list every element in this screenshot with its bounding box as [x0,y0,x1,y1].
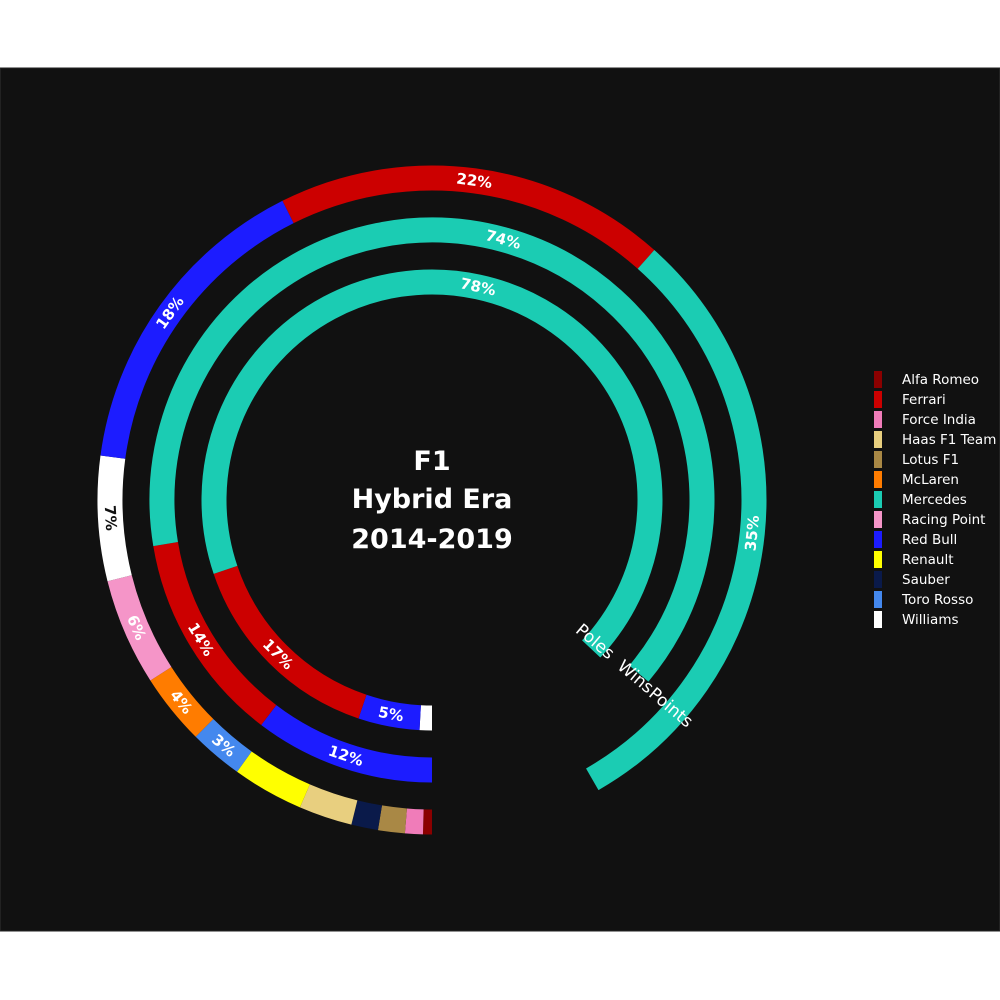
title-line-2: Hybrid Era [352,484,513,515]
label-poles-red-bull: 5% [377,703,405,725]
arc-poles-mercedes [201,269,663,658]
legend-label-renault: Renault [902,552,954,568]
arc-points-red-bull [100,200,294,459]
title-line-3: 2014-2019 [351,524,513,555]
legend-swatch-alfa-romeo [874,371,882,388]
arc-poles-ferrari [213,565,367,719]
legend-swatch-racing-point [874,511,882,528]
ring-arcs [97,165,767,835]
title-line-1: F1 [413,446,450,477]
arc-points-mercedes [586,250,767,791]
legend-swatch-lotus-f1 [874,451,882,468]
arc-points-toro-rosso [195,718,252,772]
label-points-williams: 7% [101,505,120,531]
legend-swatch-haas-f1-team [874,431,882,448]
legend-label-lotus-f1: Lotus F1 [902,452,959,468]
arc-points-sauber [351,800,383,831]
legend-label-racing-point: Racing Point [902,512,985,528]
legend-swatch-toro-rosso [874,591,882,608]
legend-swatch-red-bull [874,531,882,548]
arc-poles-red-bull [358,694,422,731]
arc-points-williams [97,455,132,582]
label-points-mercedes: 35% [741,514,763,552]
legend-swatch-force-india [874,411,882,428]
arc-wins-ferrari [153,541,277,726]
legend-label-red-bull: Red Bull [902,532,957,548]
legend-label-mclaren: McLaren [902,472,959,488]
legend-swatch-williams [874,611,882,628]
legend-label-mercedes: Mercedes [902,492,967,508]
arc-points-haas-f1-team [299,784,358,825]
arc-points-racing-point [107,574,172,681]
legend-label-alfa-romeo: Alfa Romeo [902,372,979,388]
legend-label-toro-rosso: Toro Rosso [901,592,973,608]
arc-points-lotus-f1 [377,805,408,834]
legend-label-ferrari: Ferrari [902,392,946,408]
legend-label-haas-f1-team: Haas F1 Team [902,432,996,448]
center-title: F1 Hybrid Era 2014-2019 [351,446,513,555]
legend-swatch-ferrari [874,391,882,408]
legend-label-force-india: Force India [902,412,976,428]
arc-wins-mercedes [149,217,715,682]
legend: Alfa Romeo Ferrari Force India Haas F1 Team… [874,371,996,628]
label-points-ferrari: 22% [455,170,493,193]
arc-points-renault [237,751,311,808]
legend-swatch-mclaren [874,471,882,488]
arc-points-ferrari [282,165,655,269]
legend-swatch-sauber [874,571,882,588]
arc-points-mclaren [150,666,214,737]
arc-points-force-india [404,808,424,835]
legend-label-williams: Williams [902,612,959,628]
arc-wins-red-bull [261,705,433,783]
legend-label-sauber: Sauber [902,572,950,588]
legend-swatch-mercedes [874,491,882,508]
legend-swatch-renault [874,551,882,568]
